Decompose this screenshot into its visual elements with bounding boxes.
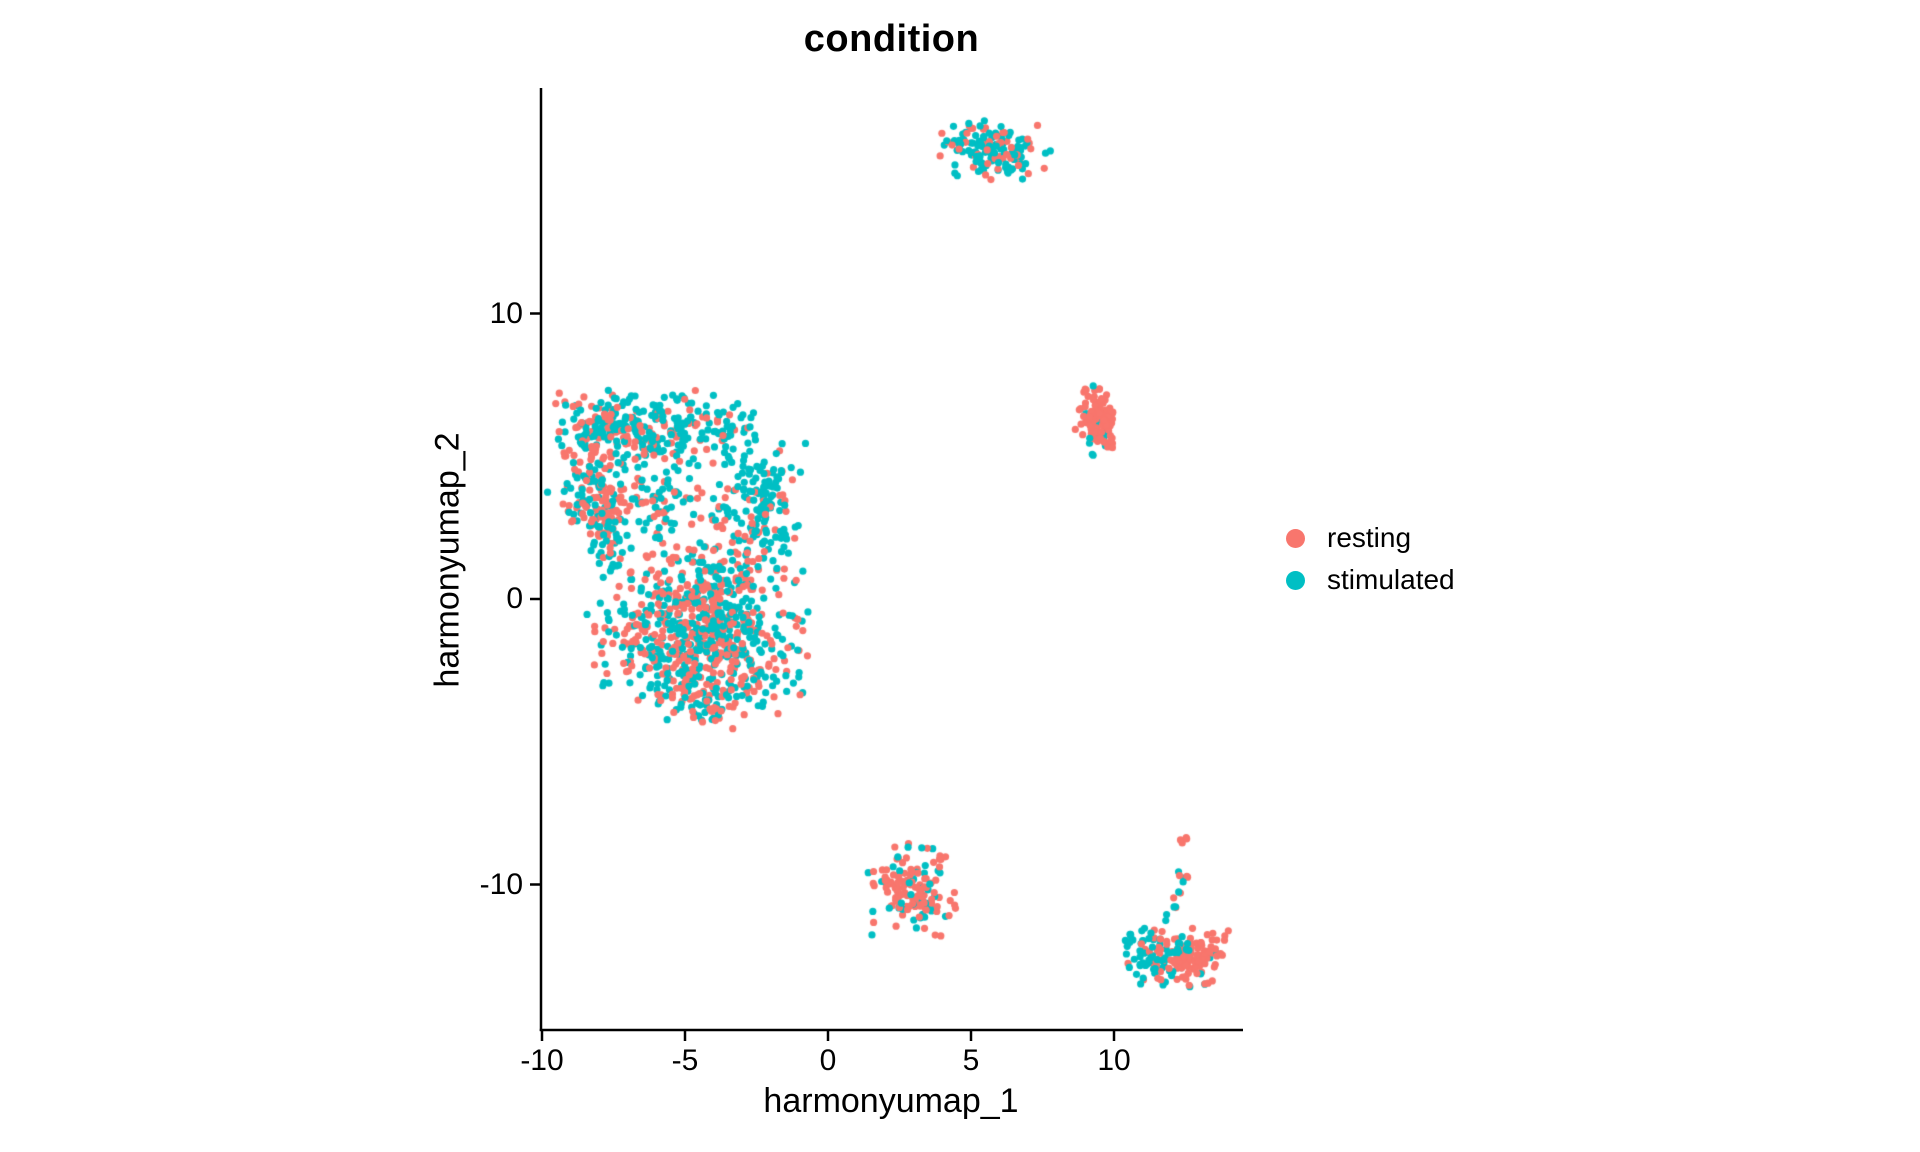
legend: resting stimulated — [1286, 517, 1455, 601]
y-axis-title: harmonyumap_2 — [428, 432, 467, 688]
y-tick-label: 10 — [489, 296, 523, 330]
stimulated-color-swatch-icon — [1286, 570, 1305, 590]
x-tick-label: -10 — [520, 1044, 564, 1077]
legend-label-resting: resting — [1327, 522, 1412, 553]
x-axis-title: harmonyumap_1 — [763, 1082, 1019, 1120]
chart-title: condition — [803, 18, 980, 60]
legend-label-stimulated: stimulated — [1327, 564, 1455, 595]
legend-item-resting: resting — [1286, 517, 1455, 559]
y-tick-label: 0 — [506, 582, 523, 615]
x-tick-label: 5 — [962, 1044, 980, 1077]
x-tick-label: -5 — [671, 1044, 699, 1077]
tick-marks — [530, 312, 1116, 1041]
x-tick-label: 10 — [1097, 1044, 1131, 1077]
x-tick-label: 0 — [819, 1044, 837, 1077]
resting-color-swatch-icon — [1286, 528, 1305, 548]
legend-item-stimulated: stimulated — [1286, 559, 1455, 601]
y-tick-label: -10 — [479, 867, 523, 901]
